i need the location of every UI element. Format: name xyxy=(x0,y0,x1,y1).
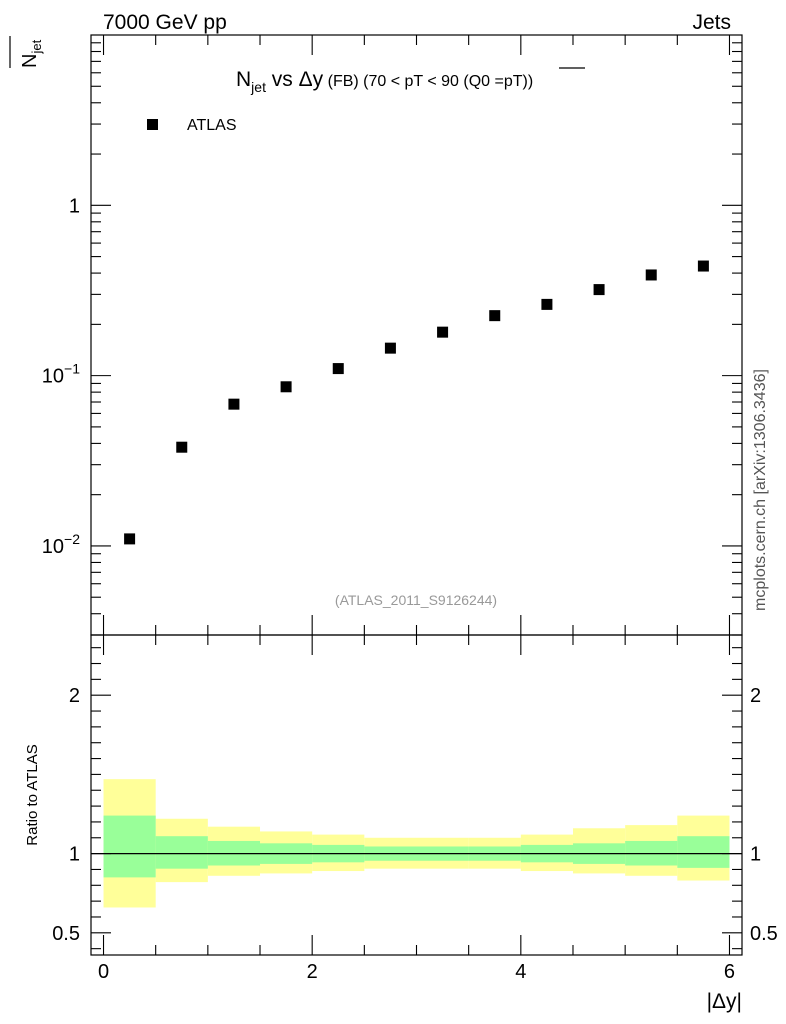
data-point xyxy=(176,441,188,453)
ratio-y-tick-label-left: 0.5 xyxy=(52,923,80,945)
ratio-inner-band xyxy=(103,815,156,878)
ratio-y-tick-label-right: 2 xyxy=(750,685,761,707)
data-point xyxy=(228,398,240,410)
ratio-panel: 0.5 1 2 0.5 1 2 0 2 4 6 Ratio to ATLAS |Δy| xyxy=(24,634,778,1013)
main-y-axis-label: Njet xyxy=(19,39,44,68)
watermark-label: mcplots.cern.ch [arXiv:1306.3436] xyxy=(752,369,769,611)
legend-label-atlas: ATLAS xyxy=(187,117,237,134)
ratio-plot-frame xyxy=(90,634,743,956)
data-point xyxy=(437,326,449,338)
main-y-tick-label: 1 xyxy=(69,195,80,217)
data-point xyxy=(124,533,136,545)
main-axis-ticks xyxy=(91,35,742,636)
main-panel: 10−2 10−1 1 Njet vs Δy (FB) (70 < pT < 90 … xyxy=(42,34,743,636)
svg-text:Njet: Njet xyxy=(19,39,44,68)
data-point xyxy=(384,342,396,354)
ratio-inner-band xyxy=(155,836,208,869)
data-point xyxy=(280,381,292,393)
data-point xyxy=(541,298,553,310)
data-points xyxy=(124,260,709,545)
x-tick-label: 4 xyxy=(515,961,526,983)
data-point xyxy=(489,310,501,322)
svg-text:mcplots.cern.ch [arXiv:1306.34: mcplots.cern.ch [arXiv:1306.3436] xyxy=(752,369,769,611)
ratio-y-tick-label-right: 0.5 xyxy=(750,923,778,945)
data-point xyxy=(332,363,344,375)
svg-text:Ratio to ATLAS: Ratio to ATLAS xyxy=(24,744,41,845)
legend-marker-atlas xyxy=(147,119,158,130)
ratio-inner-band xyxy=(677,836,730,868)
ratio-y-tick-label-left: 1 xyxy=(69,844,80,866)
ratio-uncertainty-bands xyxy=(103,779,730,908)
main-y-tick-label: 10−1 xyxy=(42,361,80,388)
data-point xyxy=(697,260,709,272)
chart-title: Njet vs Δy (FB) (70 < pT < 90 (Q0 =pT)) xyxy=(236,68,533,95)
x-tick-label: 6 xyxy=(724,961,735,983)
ratio-y-tick-label-left: 2 xyxy=(69,685,80,707)
x-tick-label: 0 xyxy=(98,961,109,983)
analysis-reference: (ATLAS_2011_S9126244) xyxy=(335,592,497,608)
ratio-y-axis-label: Ratio to ATLAS xyxy=(24,744,41,845)
x-axis-label: |Δy| xyxy=(707,990,742,1013)
header-left-label: 7000 GeV pp xyxy=(103,11,227,34)
data-point xyxy=(593,284,605,296)
ratio-axis-ticks xyxy=(91,635,742,955)
main-y-tick-labels: 10−2 10−1 1 xyxy=(42,195,80,558)
x-tick-label: 2 xyxy=(307,961,318,983)
ratio-y-tick-label-right: 1 xyxy=(750,844,761,866)
ratio-tick-labels: 0.5 1 2 0.5 1 2 0 2 4 6 xyxy=(52,685,778,983)
main-y-tick-label: 10−2 xyxy=(42,531,80,558)
data-point xyxy=(645,269,657,281)
header-right-label: Jets xyxy=(692,11,731,34)
